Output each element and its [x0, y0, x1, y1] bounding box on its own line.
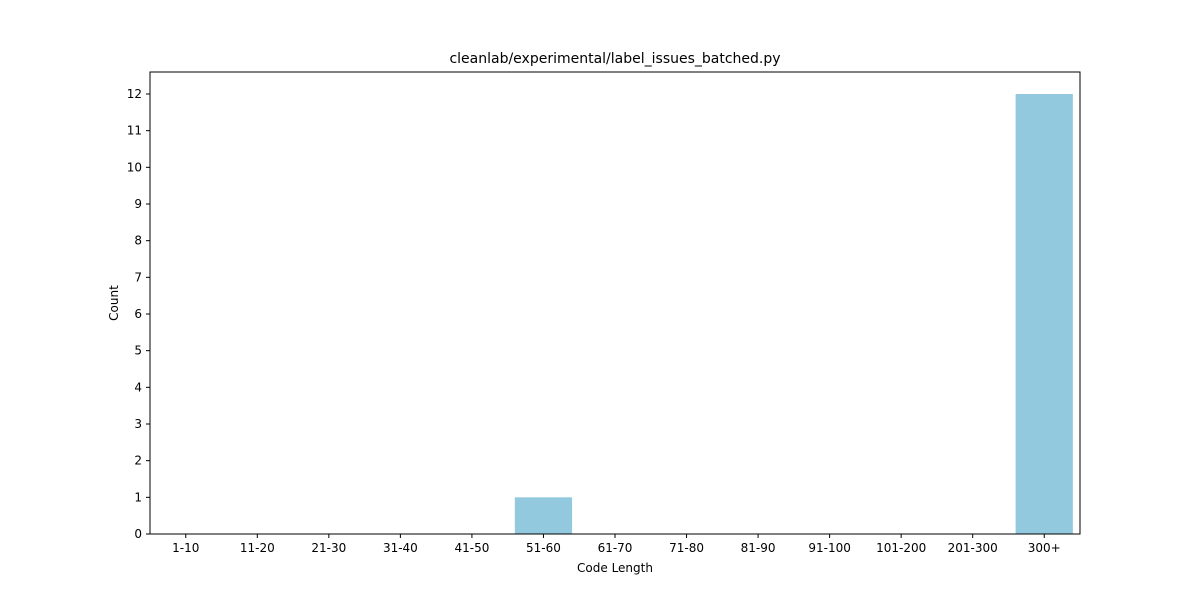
- y-tick-label: 1: [134, 490, 142, 504]
- bar-51-60: [514, 497, 573, 534]
- y-tick-label: 9: [134, 197, 142, 211]
- plot-frame: [149, 71, 1081, 535]
- y-tick-label: 6: [134, 307, 142, 321]
- y-tick-label: 0: [134, 527, 142, 541]
- x-tick-label: 11-20: [240, 541, 275, 555]
- y-tick-label: 5: [134, 344, 142, 358]
- y-tick-label: 11: [127, 124, 142, 138]
- bar-300+: [1015, 94, 1073, 534]
- x-tick-label: 81-90: [741, 541, 776, 555]
- x-tick-label: 71-80: [669, 541, 704, 555]
- y-tick-label: 7: [134, 270, 142, 284]
- y-axis-title: Count: [107, 285, 121, 321]
- bars-group: [514, 94, 1073, 534]
- x-tick-label: 300+: [1028, 541, 1061, 555]
- x-tick-label: 201-300: [948, 541, 998, 555]
- y-tick-label: 10: [127, 160, 142, 174]
- x-tick-label: 1-10: [172, 541, 199, 555]
- x-tick-label: 31-40: [383, 541, 418, 555]
- x-tick-label: 101-200: [876, 541, 926, 555]
- chart-title: cleanlab/experimental/label_issues_batch…: [449, 51, 780, 67]
- x-tick-label: 41-50: [454, 541, 489, 555]
- y-tick-label: 3: [134, 417, 142, 431]
- x-axis-title: Code Length: [577, 561, 653, 575]
- y-tick-label: 2: [134, 454, 142, 468]
- y-tick-label: 8: [134, 234, 142, 248]
- x-tick-label: 61-70: [598, 541, 633, 555]
- x-tick-label: 91-100: [808, 541, 851, 555]
- x-tick-label: 51-60: [526, 541, 561, 555]
- x-axis: 1-10 11-20 21-30 31-40 41-50 51-60 61-70 71-80 8…: [172, 534, 1061, 555]
- y-tick-label: 4: [134, 380, 142, 394]
- y-tick-label: 12: [127, 87, 142, 101]
- x-tick-label: 21-30: [311, 541, 346, 555]
